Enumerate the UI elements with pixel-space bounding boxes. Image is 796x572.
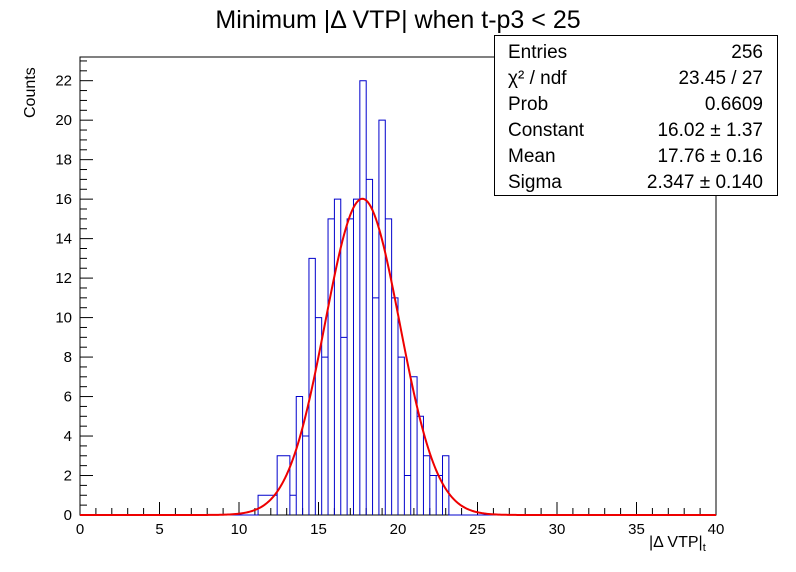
y-tick-label: 10 — [55, 310, 72, 327]
y-tick-label: 4 — [64, 428, 72, 445]
stats-value: 0.6609 — [704, 94, 763, 115]
y-tick-label: 2 — [64, 468, 72, 485]
stats-value: 23.45 / 27 — [678, 68, 763, 89]
y-tick-label: 16 — [55, 191, 72, 208]
y-tick-label: 14 — [55, 231, 72, 248]
stats-row-prob: Prob 0.6609 — [495, 92, 777, 118]
y-tick-label: 18 — [55, 152, 72, 169]
stats-label: Mean — [508, 146, 556, 167]
x-axis-label: |Δ VTP|t — [649, 534, 706, 554]
x-tick-label: 25 — [469, 521, 486, 538]
y-axis-label: Counts — [22, 67, 39, 118]
y-tick-label: 8 — [64, 349, 72, 366]
stats-label: χ² / ndf — [508, 68, 567, 89]
x-tick-label: 15 — [310, 521, 327, 538]
stats-label: Sigma — [508, 172, 562, 193]
y-tick-label: 6 — [64, 389, 72, 406]
x-tick-label: 40 — [708, 521, 725, 538]
y-tick-label: 0 — [64, 507, 72, 524]
stats-value: 256 — [731, 42, 763, 63]
stats-label: Entries — [508, 42, 568, 63]
gaussian-fit-curve — [80, 197, 716, 516]
stats-row-sigma: Sigma 2.347 ± 0.140 — [495, 170, 777, 196]
x-tick-label: 5 — [155, 521, 163, 538]
x-tick-label: 35 — [628, 521, 645, 538]
y-tick-label: 12 — [55, 270, 72, 287]
stats-label: Constant — [508, 120, 585, 141]
stats-row-entries: Entries 256 — [495, 40, 777, 66]
y-axis: 0 2 4 6 8 10 12 14 16 18 20 22 — [55, 60, 93, 524]
chart-title: Minimum |Δ VTP| when t-p3 < 25 — [215, 6, 581, 34]
x-axis: 0 5 10 15 20 25 30 35 40 — [76, 502, 725, 538]
y-tick-label: 22 — [55, 73, 72, 90]
stats-value: 2.347 ± 0.140 — [646, 172, 763, 193]
stats-value: 17.76 ± 0.16 — [657, 146, 763, 167]
stats-row-mean: Mean 17.76 ± 0.16 — [495, 144, 777, 170]
stats-row-chi2: χ² / ndf 23.45 / 27 — [495, 66, 777, 92]
x-tick-label: 10 — [231, 521, 248, 538]
x-axis-label-subscript: t — [702, 542, 706, 555]
x-axis-label-main: |Δ VTP| — [649, 534, 703, 551]
stats-box: Entries 256 χ² / ndf 23.45 / 27 Prob 0.6… — [494, 35, 778, 196]
x-tick-label: 0 — [76, 521, 84, 538]
stats-value: 16.02 ± 1.37 — [657, 120, 763, 141]
y-tick-label: 20 — [55, 112, 72, 129]
stats-label: Prob — [508, 94, 549, 115]
x-tick-label: 20 — [390, 521, 407, 538]
x-tick-label: 30 — [549, 521, 566, 538]
stats-row-constant: Constant 16.02 ± 1.37 — [495, 118, 777, 144]
